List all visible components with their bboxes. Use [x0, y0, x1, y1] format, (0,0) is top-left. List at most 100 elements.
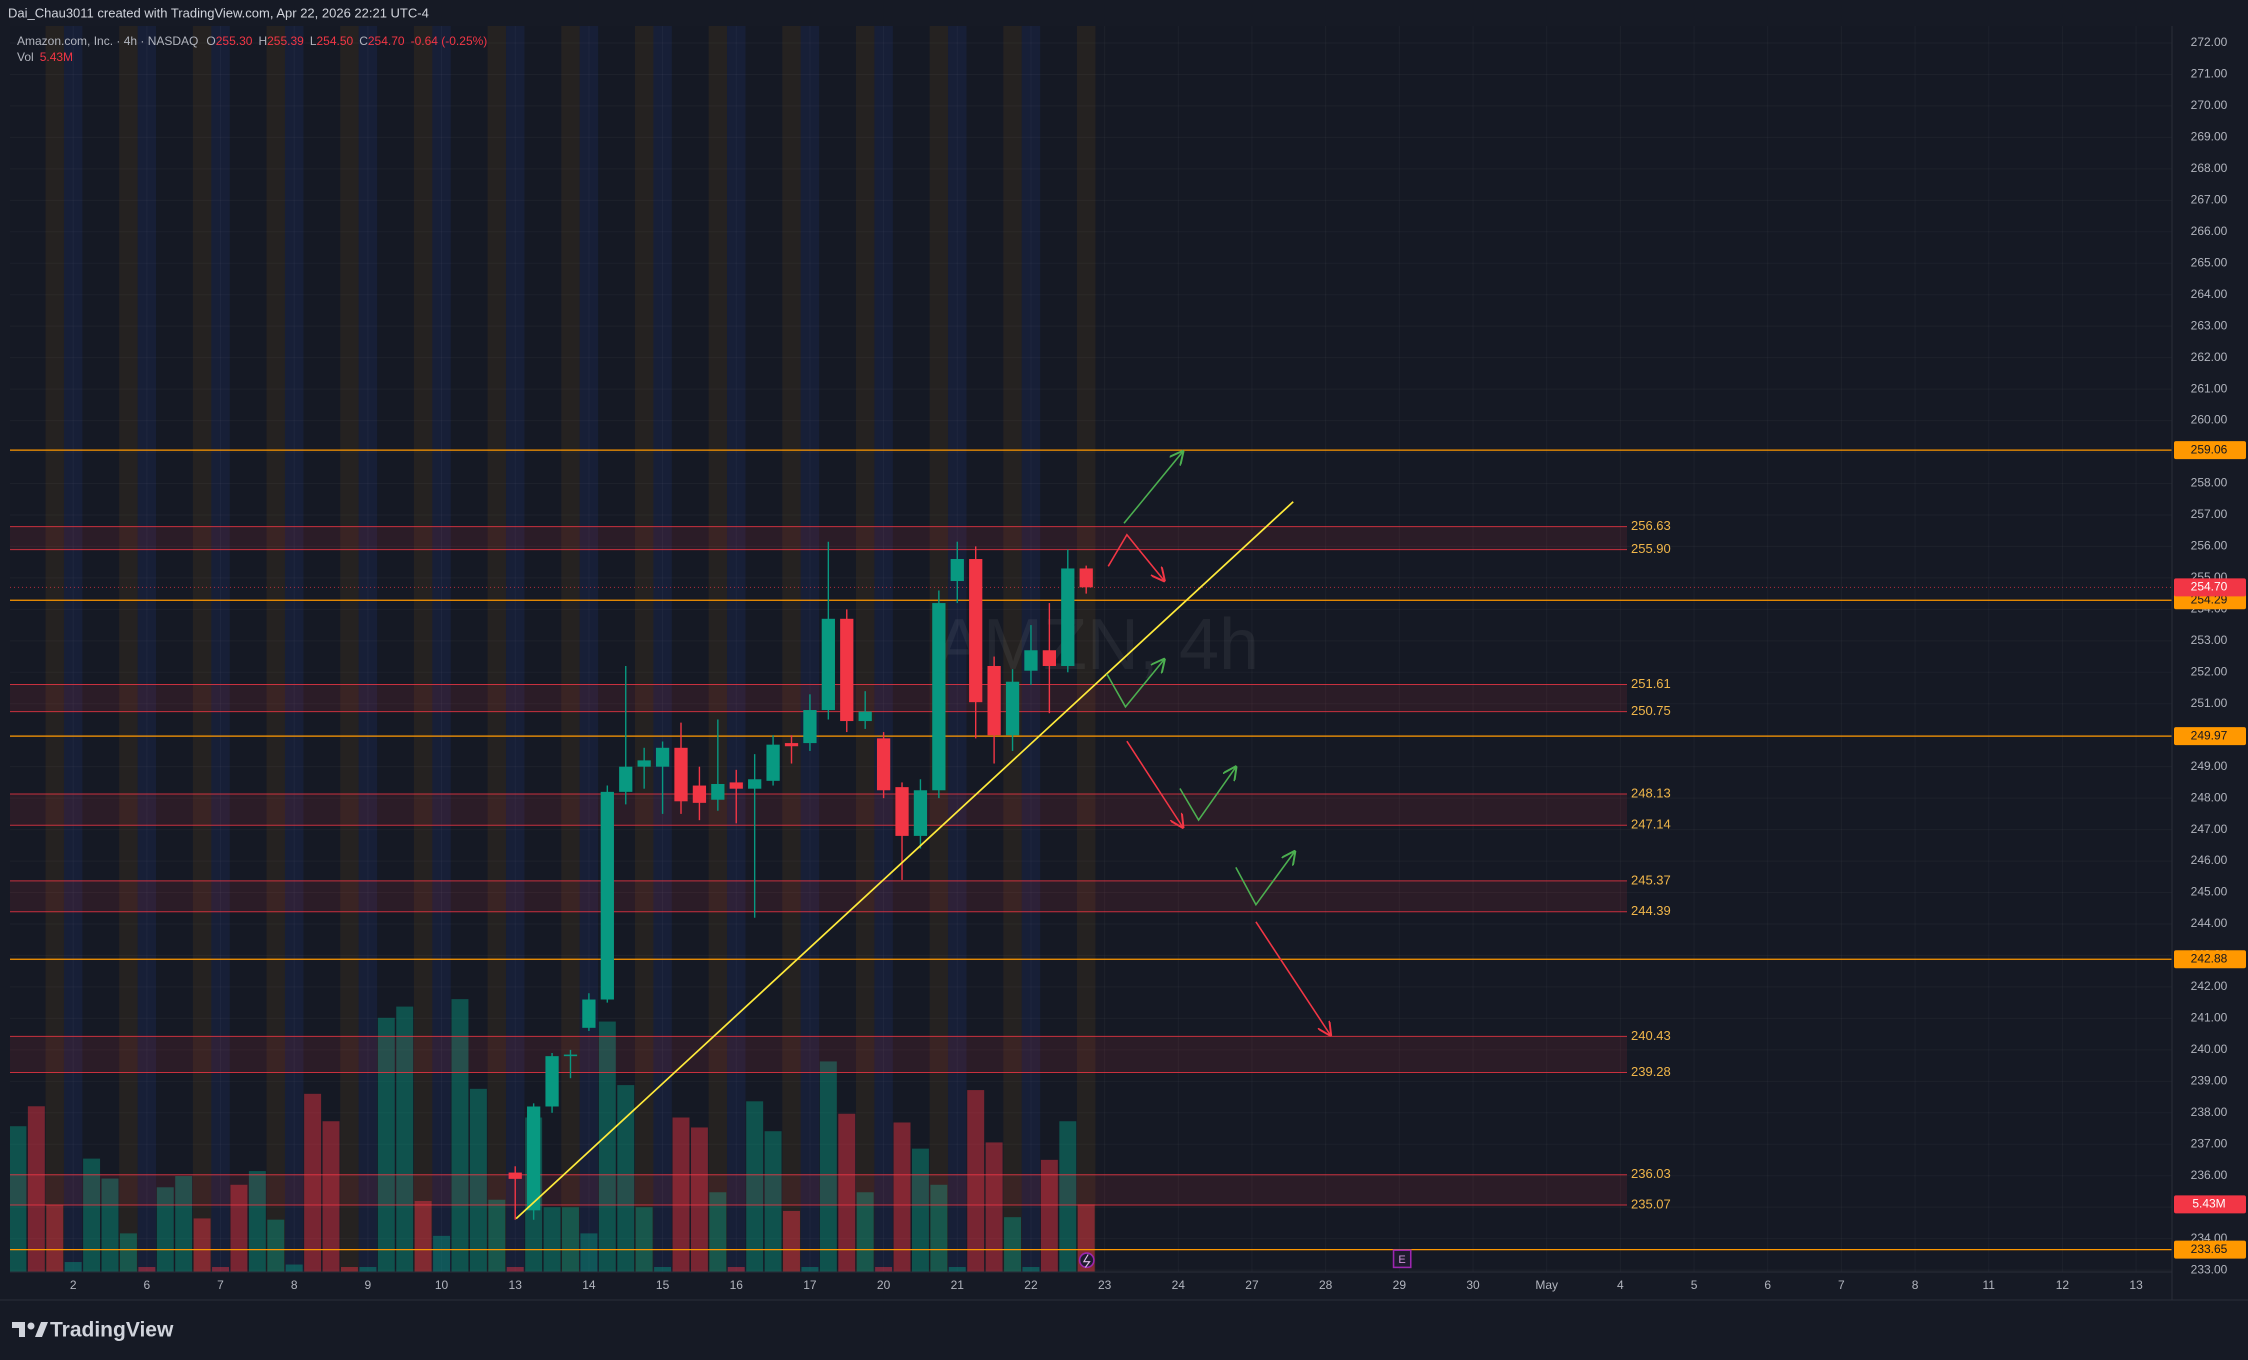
y-tick-label: 256.00	[2191, 539, 2228, 553]
earnings-marker[interactable]: E	[1398, 1254, 1405, 1266]
brand-logo[interactable]: TradingView	[12, 1319, 174, 1342]
y-tick-label: 246.00	[2191, 853, 2228, 867]
y-tick-label: 272.00	[2191, 35, 2228, 49]
candle-body	[637, 760, 651, 767]
volume-bar	[414, 1200, 432, 1272]
volume-bar	[746, 1101, 764, 1272]
volume-bar	[83, 1158, 101, 1272]
session-bg	[284, 26, 304, 1272]
session-bg	[45, 26, 64, 1272]
y-tick-label: 247.00	[2191, 822, 2228, 836]
session-bg	[119, 26, 138, 1272]
x-tick-label: 6	[1764, 1278, 1771, 1292]
y-tick-label: 249.00	[2191, 759, 2228, 773]
session-bg	[561, 26, 580, 1272]
earnings-box[interactable]	[1392, 1249, 1412, 1269]
x-tick-label: 8	[291, 1278, 298, 1292]
volume-bar	[506, 1267, 524, 1272]
volume-bar	[764, 1131, 782, 1272]
candle-body	[545, 1056, 559, 1107]
x-tick-label: 21	[951, 1278, 965, 1292]
x-tick-label: 27	[1245, 1278, 1259, 1292]
session-bg	[63, 26, 83, 1272]
zone-label: 240.43	[1631, 1028, 1671, 1043]
volume-bar	[340, 1267, 358, 1272]
session-bg	[579, 26, 599, 1272]
volume-bar	[856, 1192, 874, 1272]
x-tick-label: 15	[656, 1278, 670, 1292]
volume-bar	[248, 1171, 266, 1272]
session-bg	[948, 26, 967, 1272]
volume-bar	[580, 1233, 598, 1272]
zone-label: 244.39	[1631, 903, 1671, 918]
x-tick-label: 30	[1466, 1278, 1480, 1292]
drawings	[515, 452, 1412, 1269]
y-tick-label: 262.00	[2191, 350, 2228, 364]
volume-bar	[543, 1207, 561, 1272]
volume-bar	[285, 1264, 303, 1272]
x-tick-label: 22	[1024, 1278, 1038, 1292]
dividend-icon[interactable]	[1078, 1252, 1095, 1269]
y-tick-label: 233.00	[2191, 1262, 2228, 1276]
candle-body	[692, 785, 707, 803]
x-tick-label: May	[1535, 1278, 1558, 1292]
candle-body	[748, 779, 762, 789]
volume-bar	[838, 1113, 856, 1272]
candle-body	[895, 787, 909, 836]
level-badge	[2174, 727, 2246, 746]
logo-mark	[35, 1322, 48, 1337]
x-tick-label: 24	[1172, 1278, 1186, 1292]
zone-label: 236.03	[1631, 1166, 1671, 1181]
candle-body	[987, 665, 1001, 736]
close-value: 254.70	[368, 34, 405, 48]
y-tick-label: 238.00	[2191, 1105, 2228, 1119]
volume-bar	[819, 1061, 837, 1272]
zone-label: 245.37	[1631, 872, 1671, 887]
candle-body	[876, 738, 891, 791]
session-bg	[855, 26, 875, 1272]
session-bg	[653, 26, 672, 1272]
volume-bar	[1040, 1159, 1058, 1272]
volume-bar	[101, 1178, 119, 1272]
volume-bar	[911, 1148, 929, 1272]
session-bg	[1077, 26, 1096, 1272]
zone	[10, 526, 1627, 550]
session-bg	[1003, 26, 1022, 1272]
volume-bar	[212, 1267, 229, 1272]
candle-body	[527, 1106, 541, 1211]
volume-bar	[377, 1017, 395, 1272]
y-tick-label: 240.00	[2191, 1042, 2228, 1056]
zone-label: 250.75	[1631, 703, 1671, 718]
candle-body	[969, 559, 983, 703]
candle-body	[729, 782, 743, 789]
volume-bar	[948, 1267, 966, 1272]
volume-bar	[27, 1106, 45, 1272]
y-tick-label: 271.00	[2191, 67, 2228, 81]
level-label: 242.88	[2191, 951, 2228, 965]
last-volume-badge	[2174, 1195, 2246, 1214]
session-bg	[137, 26, 157, 1272]
candle-body	[674, 747, 688, 802]
candle-body	[840, 618, 854, 722]
vol-label: Vol	[17, 50, 34, 64]
volume-bar	[64, 1262, 82, 1272]
y-tick-label: 241.00	[2191, 1011, 2228, 1025]
x-tick-label: 8	[1912, 1278, 1919, 1292]
x-tick-label: 12	[2056, 1278, 2070, 1292]
y-tick-label: 244.00	[2191, 916, 2228, 930]
arrow-up	[1123, 452, 1183, 524]
y-tick-label: 237.00	[2191, 1136, 2228, 1150]
candle-body	[619, 766, 633, 792]
volume-bar	[451, 999, 469, 1272]
y-tick-label: 265.00	[2191, 255, 2228, 269]
logo-mark	[27, 1322, 35, 1330]
y-tick-label: 252.00	[2191, 664, 2228, 678]
y-tick-label: 248.00	[2191, 790, 2228, 804]
session-bg	[413, 26, 433, 1272]
c-label: C	[359, 34, 368, 48]
last-volume-label: 5.43M	[2192, 1197, 2225, 1211]
x-tick-label: 14	[582, 1278, 596, 1292]
vol-value: 5.43M	[40, 50, 73, 64]
zone-layer	[10, 449, 2172, 1251]
